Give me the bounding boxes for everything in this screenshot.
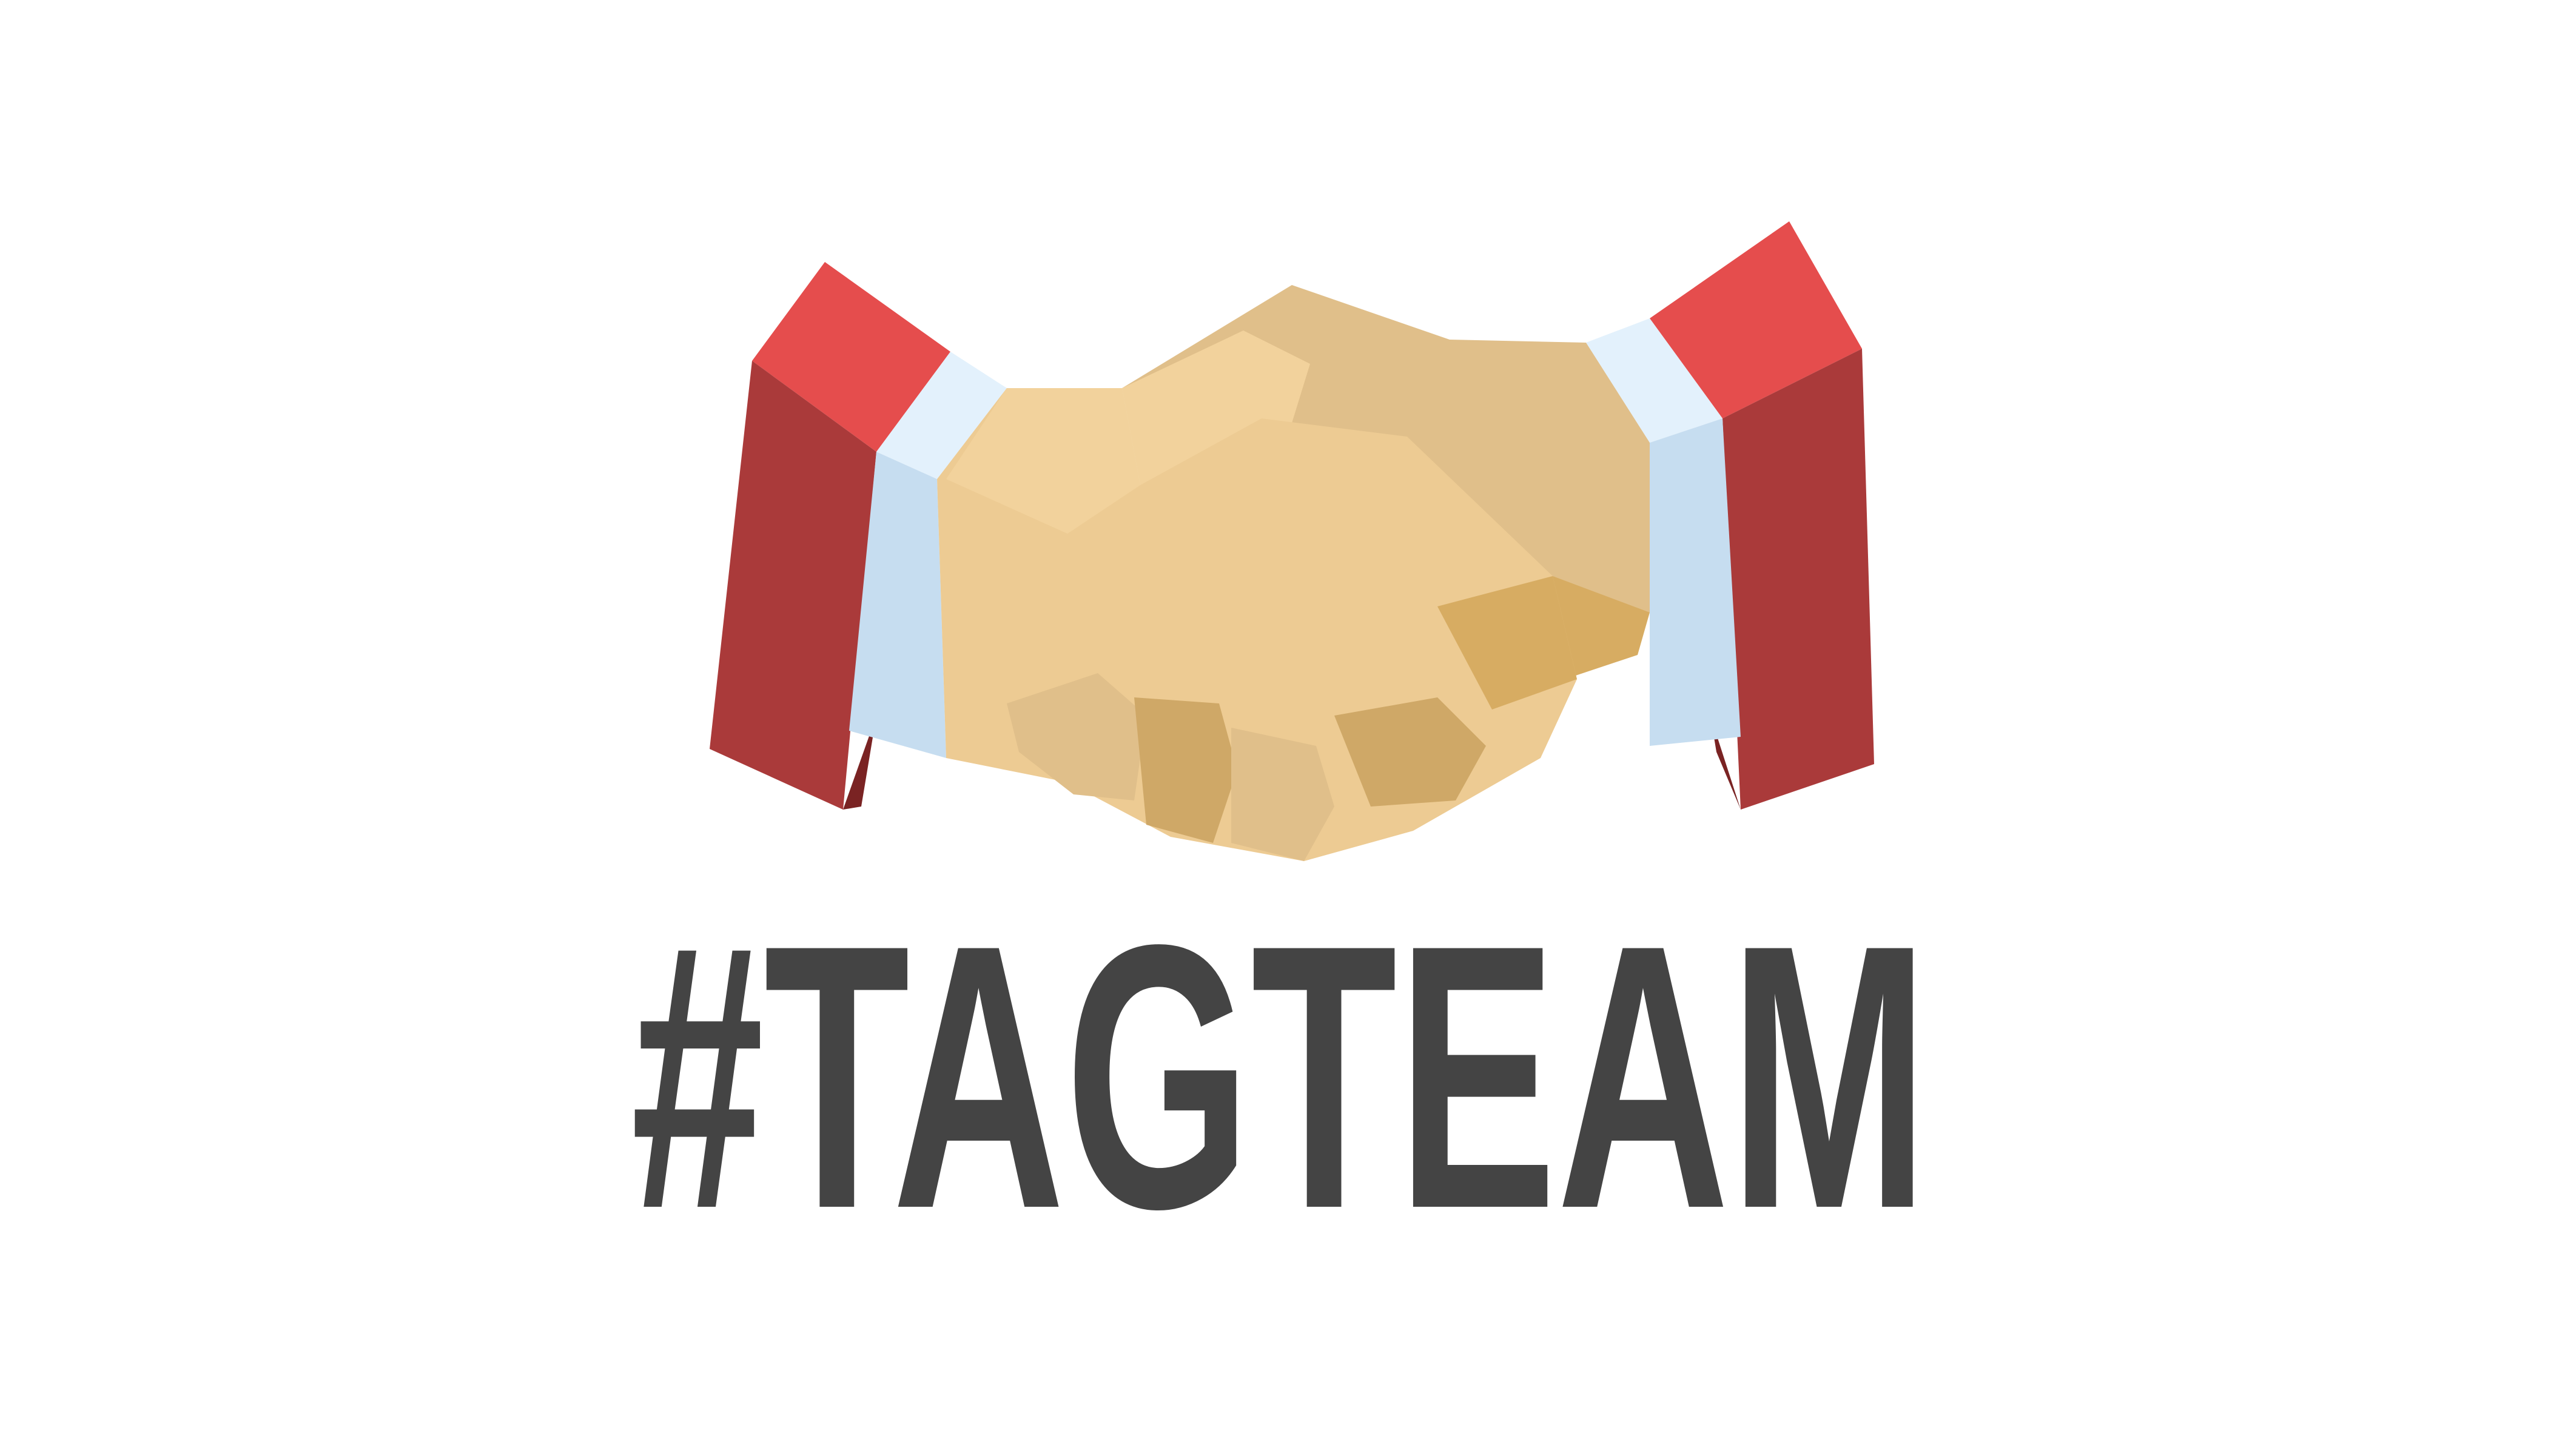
left-hand-upper bbox=[946, 388, 1140, 534]
left-sleeve-top bbox=[752, 262, 950, 452]
right-cuff-front bbox=[1650, 418, 1741, 746]
left-sleeve-front bbox=[710, 361, 876, 810]
right-cuff-top bbox=[1586, 318, 1722, 443]
wordmark-logo: #TAGTEAM bbox=[631, 922, 1929, 1237]
finger-1 bbox=[1007, 673, 1146, 800]
finger-3 bbox=[1231, 728, 1334, 861]
left-sleeve-shadow bbox=[843, 716, 876, 810]
right-sleeve-front bbox=[1722, 349, 1874, 810]
left-cuff-top bbox=[876, 352, 1007, 479]
finger-2 bbox=[1134, 697, 1237, 843]
right-hand-palm-edge bbox=[1553, 576, 1650, 679]
handshake-icon bbox=[710, 221, 1874, 861]
left-sleeve bbox=[710, 262, 950, 810]
right-sleeve-top bbox=[1650, 221, 1862, 418]
knuckle-shadow bbox=[1437, 576, 1577, 710]
right-cuff bbox=[1586, 318, 1741, 746]
finger-4 bbox=[1334, 697, 1486, 807]
left-cuff bbox=[849, 352, 1007, 758]
left-cuff-front bbox=[849, 452, 946, 758]
left-hand bbox=[937, 388, 1577, 861]
right-sleeve bbox=[1650, 221, 1874, 810]
wordmark-text: #TAGTEAM bbox=[631, 922, 1929, 1237]
